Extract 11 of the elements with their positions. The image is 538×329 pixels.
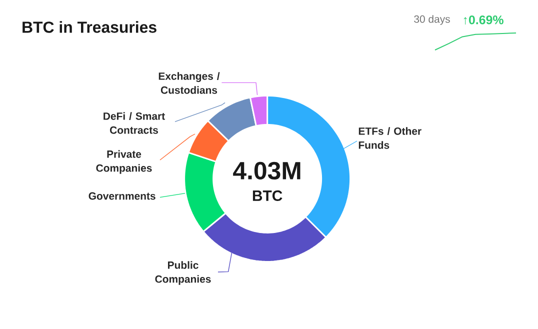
text: 4.03M [233,162,300,180]
slice-label: Governments [88,192,156,200]
slice-label: Exchanges / Custodians [158,72,220,94]
text: ↑0.69% [464,15,504,25]
slice-label: DeFi / Smart Contracts [104,112,165,134]
slice-label: Public Companies [155,261,211,285]
slice-label: ETFs / Other Funds [358,127,422,149]
text: 30 days [414,15,450,25]
text: BTC [252,190,282,201]
chart-title: BTC in Treasuries [22,21,156,33]
slice-label: Private Companies [96,150,152,174]
